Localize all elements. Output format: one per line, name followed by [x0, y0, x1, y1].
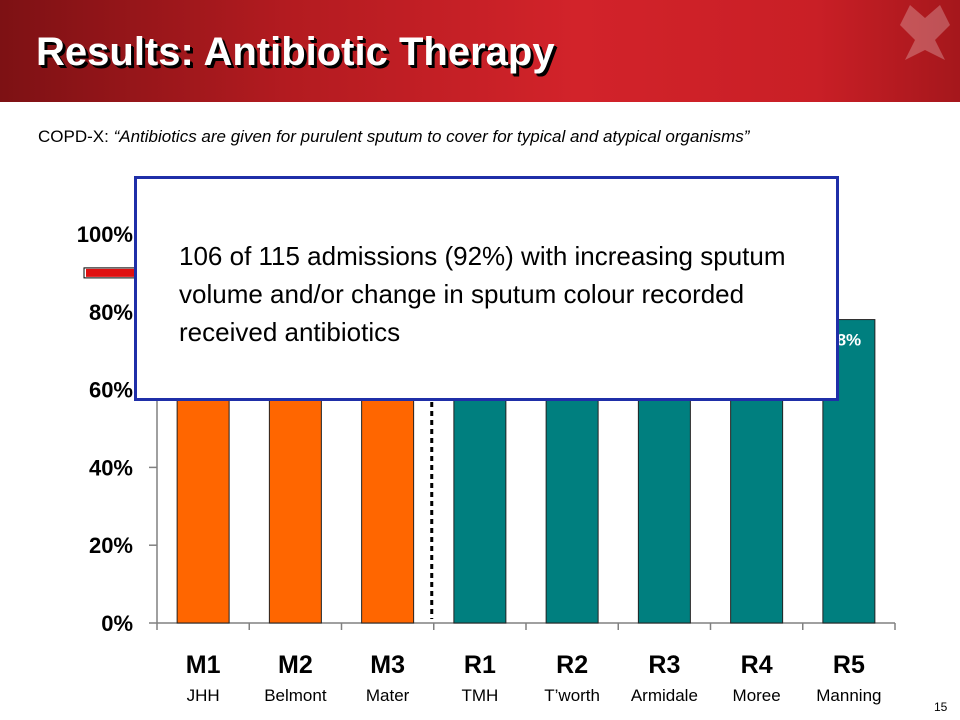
- x-category-label: M1: [186, 651, 221, 679]
- y-tick-label: 20%: [89, 533, 133, 558]
- slide-title: Results: Antibiotic Therapy: [36, 30, 555, 74]
- callout-text: 106 of 115 admissions (92%) with increas…: [179, 241, 786, 347]
- chart-labels: 0% 20% 40% 60% 80% 100% M1 JHH M2 Belmont M3 Mater R…: [77, 222, 882, 705]
- bar-data-label: 8%: [837, 331, 862, 350]
- y-tick-label: 0%: [101, 611, 133, 636]
- x-category-label: R3: [648, 651, 680, 679]
- x-site-label: JHH: [187, 686, 220, 705]
- x-site-label: Belmont: [264, 686, 327, 705]
- subtitle-quote: “Antibiotics are given for purulent sput…: [113, 127, 750, 146]
- y-tick-label: 100%: [77, 222, 133, 247]
- coat-of-arms-icon: [900, 5, 950, 60]
- x-site-label: Armidale: [631, 686, 698, 705]
- y-tick-label: 40%: [89, 455, 133, 480]
- x-site-label: Moree: [733, 686, 781, 705]
- x-site-label: Mater: [366, 686, 410, 705]
- callout-box: 106 of 115 admissions (92%) with increas…: [134, 176, 839, 401]
- x-category-label: R2: [556, 651, 588, 679]
- title-banner: Results: Antibiotic Therapy: [0, 0, 960, 102]
- page-number: 15: [934, 700, 948, 714]
- x-category-label: R5: [833, 651, 865, 679]
- x-site-label: T’worth: [544, 686, 600, 705]
- y-tick-label: 60%: [89, 378, 133, 403]
- x-category-label: M3: [370, 651, 405, 679]
- x-category-label: M2: [278, 651, 313, 679]
- x-category-label: R4: [741, 651, 773, 679]
- slide-subtitle: COPD-X: “Antibiotics are given for purul…: [38, 127, 749, 147]
- y-tick-label: 80%: [89, 300, 133, 325]
- x-site-label: Manning: [816, 686, 881, 705]
- x-site-label: TMH: [461, 686, 498, 705]
- x-category-label: R1: [464, 651, 496, 679]
- subtitle-prefix: COPD-X:: [38, 127, 114, 146]
